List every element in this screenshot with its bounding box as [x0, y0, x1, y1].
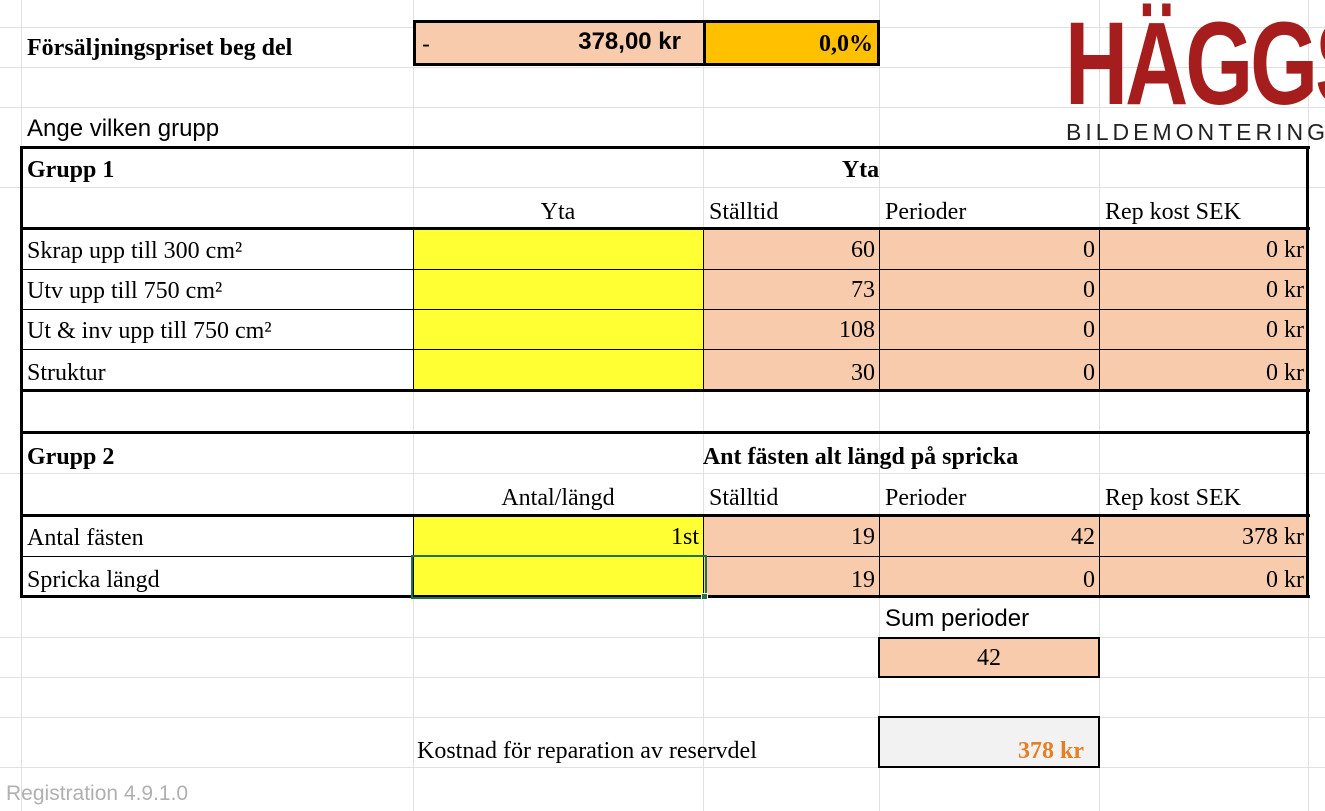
table-border [20, 389, 1310, 392]
langd-input[interactable] [413, 557, 703, 597]
row-label: Skrap upp till 300 cm² [27, 238, 243, 264]
table-border [20, 514, 1310, 517]
col-divider [413, 229, 414, 391]
gridline [0, 677, 1325, 678]
group2-col-input: Antal/längd [501, 485, 615, 511]
kost-value: 0 kr [1099, 350, 1308, 391]
group2-col-perioder: Perioder [885, 485, 967, 511]
row-divider [21, 309, 1308, 310]
stalltid-value: 60 [703, 230, 879, 270]
perioder-value: 0 [879, 557, 1099, 597]
haggs-logo: HÄGGS [1065, 0, 1325, 130]
gridline [0, 67, 1325, 68]
gridline [0, 187, 1325, 188]
perioder-value: 0 [879, 350, 1099, 391]
kost-value: 0 kr [1099, 230, 1308, 270]
row-label: Spricka längd [27, 567, 160, 593]
group1-col-kost: Rep kost SEK [1105, 199, 1242, 225]
gridline [0, 637, 1325, 638]
col-divider [879, 516, 880, 597]
perioder-value: 42 [879, 517, 1099, 557]
kost-value: 0 kr [1099, 310, 1308, 350]
row-label: Ut & inv upp till 750 cm² [27, 318, 272, 344]
kost-value: 0 kr [1099, 270, 1308, 310]
selected-cell-outline[interactable] [411, 555, 707, 599]
yta-input[interactable] [413, 230, 703, 270]
col-divider [703, 229, 704, 391]
col-divider [1099, 229, 1100, 391]
perioder-value: 0 [879, 310, 1099, 350]
group-prompt: Ange vilken grupp [27, 115, 220, 142]
gridline [413, 0, 414, 811]
kost-value: 378 kr [1099, 517, 1308, 557]
table-border [1306, 146, 1309, 598]
sale-price-label: Försäljningspriset beg del [27, 35, 293, 61]
antal-input[interactable]: 1st [413, 517, 703, 557]
perioder-value: 0 [879, 230, 1099, 270]
price-sign-cell[interactable]: - [413, 20, 703, 66]
row-label: Struktur [27, 360, 106, 386]
group2-col-stalltid: Ställtid [709, 485, 779, 511]
row-divider [21, 349, 1308, 350]
gridline [0, 107, 1325, 108]
group1-title: Yta [841, 157, 880, 183]
table-border [20, 146, 1310, 149]
kost-value: 0 kr [1099, 557, 1308, 597]
yta-input[interactable] [413, 270, 703, 310]
group2-col-kost: Rep kost SEK [1105, 485, 1242, 511]
group1-col-input: Yta [540, 199, 576, 225]
stalltid-value: 73 [703, 270, 879, 310]
gridline [0, 717, 1325, 718]
row-label: Utv upp till 750 cm² [27, 278, 223, 304]
cost-label: Kostnad för reparation av reservdel [417, 738, 757, 764]
group1-col-stalltid: Ställtid [709, 199, 779, 225]
gridline [0, 767, 1325, 768]
gridline [703, 0, 704, 811]
stalltid-value: 19 [703, 557, 879, 597]
sum-perioder-value: 42 [878, 637, 1100, 678]
price-sign: - [422, 31, 430, 58]
cost-value: 378 kr [878, 716, 1100, 768]
registration-watermark: Registration 4.9.1.0 [6, 782, 189, 805]
table-border [20, 595, 1310, 598]
fill-handle[interactable] [701, 593, 708, 600]
group2-title: Ant fästen alt längd på spricka [702, 444, 1019, 470]
stalltid-value: 108 [703, 310, 879, 350]
gridline [0, 473, 1325, 474]
table-border [20, 431, 1310, 434]
price-value: 378,00 kr [578, 28, 681, 55]
yta-input[interactable] [413, 350, 703, 391]
col-divider [1099, 516, 1100, 597]
row-divider [21, 269, 1308, 270]
table-border [20, 146, 23, 598]
row-label: Antal fästen [27, 525, 144, 551]
group2-label: Grupp 2 [27, 444, 115, 470]
gridline [879, 0, 880, 811]
group1-col-perioder: Perioder [885, 199, 967, 225]
group1-label: Grupp 1 [27, 157, 115, 183]
col-divider [879, 229, 880, 391]
percent-cell[interactable]: 0,0% [703, 20, 880, 66]
gridline [1099, 0, 1100, 811]
logo-subtitle: BILDEMONTERING [1066, 119, 1325, 145]
yta-input[interactable] [413, 310, 703, 350]
stalltid-value: 19 [703, 517, 879, 557]
stalltid-value: 30 [703, 350, 879, 391]
perioder-value: 0 [879, 270, 1099, 310]
sum-perioder-label: Sum perioder [885, 605, 1030, 632]
table-border [20, 227, 1310, 230]
